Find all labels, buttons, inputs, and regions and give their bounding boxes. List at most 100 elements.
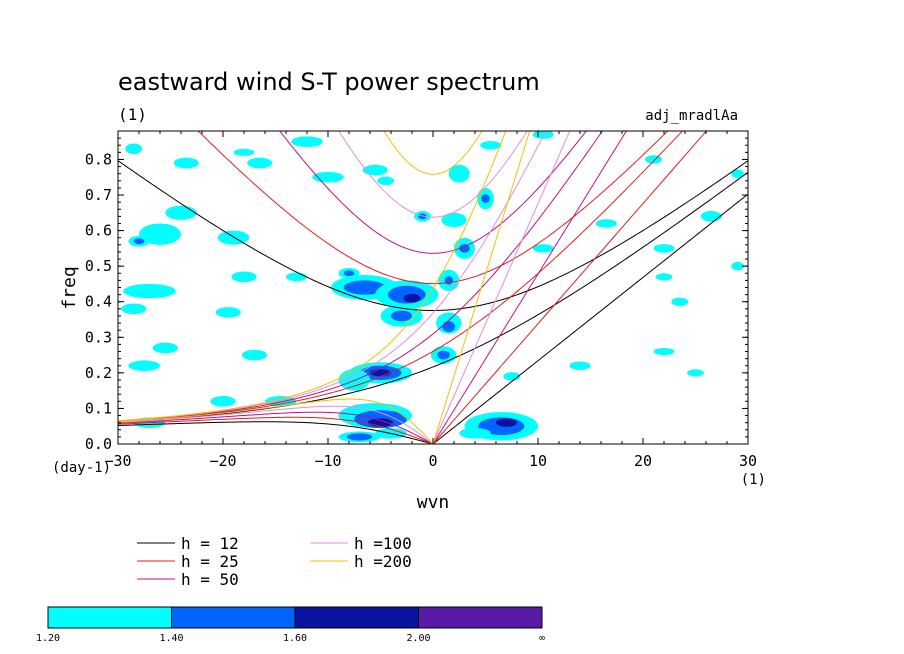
contour-region — [233, 148, 255, 156]
colorbar-label: 2.00 — [406, 633, 430, 644]
contour-region — [731, 169, 744, 178]
contour-region — [731, 261, 744, 271]
contour-region — [671, 297, 689, 306]
colorbar-label: ∞ — [539, 633, 545, 644]
kelvin-curve — [432, 131, 627, 444]
contour-region — [362, 164, 388, 176]
contour-region — [448, 164, 470, 183]
dispersion-curves — [118, 131, 748, 444]
contour-region — [653, 347, 675, 356]
contour-region — [595, 219, 617, 228]
ig-curve — [383, 131, 483, 175]
contour-region — [291, 136, 323, 148]
contour-region — [532, 244, 554, 253]
contour-region — [152, 342, 178, 354]
right-subtitle: adj_mradlAa — [645, 108, 738, 124]
contour-region — [346, 433, 373, 441]
contour-region — [241, 349, 268, 361]
contour-region — [286, 272, 307, 282]
y-axis-label: freq — [59, 266, 80, 309]
x-tick-label: 20 — [634, 452, 652, 470]
contour-region — [343, 280, 386, 295]
contour-fills — [121, 131, 744, 443]
contour-region — [133, 238, 145, 245]
rossby-curve — [118, 421, 434, 444]
colorbar-label: 1.20 — [36, 633, 60, 644]
rossby-curve — [118, 405, 434, 444]
contour-region — [532, 131, 554, 139]
rossby-curve — [118, 398, 434, 444]
colorbar-swatch — [418, 606, 543, 629]
contour-region — [687, 369, 704, 377]
contour-region — [496, 418, 517, 427]
contour-region — [442, 321, 456, 332]
chart-title: eastward wind S-T power spectrum — [118, 68, 540, 96]
x-tick-label: −30 — [104, 452, 131, 470]
contour-region — [653, 244, 675, 253]
x-tick-label: −10 — [314, 452, 341, 470]
contour-region — [121, 303, 147, 315]
y-tick-label: 0.8 — [85, 150, 112, 168]
legend-label: h = 12 — [181, 534, 239, 553]
contour-region — [215, 307, 241, 318]
x-tick-label: 10 — [529, 452, 547, 470]
y-tick-label: 0.1 — [85, 399, 112, 417]
mrg-curve — [118, 131, 547, 422]
x-axis-label: wvn — [417, 492, 450, 513]
legend-label: h =100 — [354, 534, 412, 553]
left-subtitle: (1) — [118, 105, 147, 124]
contour-region — [139, 223, 181, 245]
contour-region — [367, 418, 394, 427]
y-unit-label: (day-1) — [52, 460, 111, 476]
kelvin-curve — [432, 131, 571, 444]
contour-region — [403, 293, 421, 303]
colorbar-swatch — [294, 606, 419, 629]
contour-region — [441, 212, 467, 228]
x-unit-label: (1) — [741, 472, 766, 488]
y-tick-label: 0.3 — [85, 328, 112, 346]
x-tick-label: 0 — [428, 452, 437, 470]
contour-region — [231, 271, 257, 283]
colorbar-swatch — [171, 606, 296, 629]
ig-curve — [279, 131, 587, 254]
contour-region — [481, 194, 490, 203]
colorbar-swatch — [47, 606, 172, 629]
contour-region — [459, 244, 470, 253]
rossby-curve — [118, 411, 434, 444]
rossby-curve — [118, 416, 434, 444]
legend-label: h =200 — [354, 552, 412, 571]
ig-curve — [197, 131, 669, 285]
contour-region — [459, 427, 491, 439]
contour-region — [165, 205, 197, 220]
contour-region — [343, 270, 355, 277]
y-tick-label: 0.2 — [85, 364, 112, 382]
contour-region — [377, 176, 395, 186]
colorbar-label: 1.40 — [159, 633, 183, 644]
ig-curve — [118, 160, 748, 311]
contour-region — [480, 140, 502, 150]
mrg-curve — [118, 171, 748, 423]
contour-region — [173, 157, 199, 169]
contour-region — [437, 350, 450, 360]
contour-region — [125, 143, 143, 155]
legend-label: h = 25 — [181, 552, 239, 571]
colorbar-label: 1.60 — [283, 633, 307, 644]
y-tick-label: 0.5 — [85, 257, 112, 275]
contour-region — [217, 230, 250, 245]
contour-region — [370, 369, 391, 377]
contour-region — [700, 211, 722, 222]
contour-region — [128, 360, 160, 372]
ig-curve — [338, 131, 528, 218]
kelvin-curve — [432, 131, 531, 444]
contour-region — [645, 155, 662, 164]
contour-region — [247, 157, 273, 169]
contour-region — [655, 273, 673, 281]
contour-region — [391, 310, 412, 322]
legend-label: h = 50 — [181, 570, 239, 589]
mrg-curve — [118, 131, 684, 423]
y-tick-label: 0.0 — [85, 435, 112, 453]
contour-region — [569, 361, 591, 371]
contour-region — [312, 171, 344, 183]
